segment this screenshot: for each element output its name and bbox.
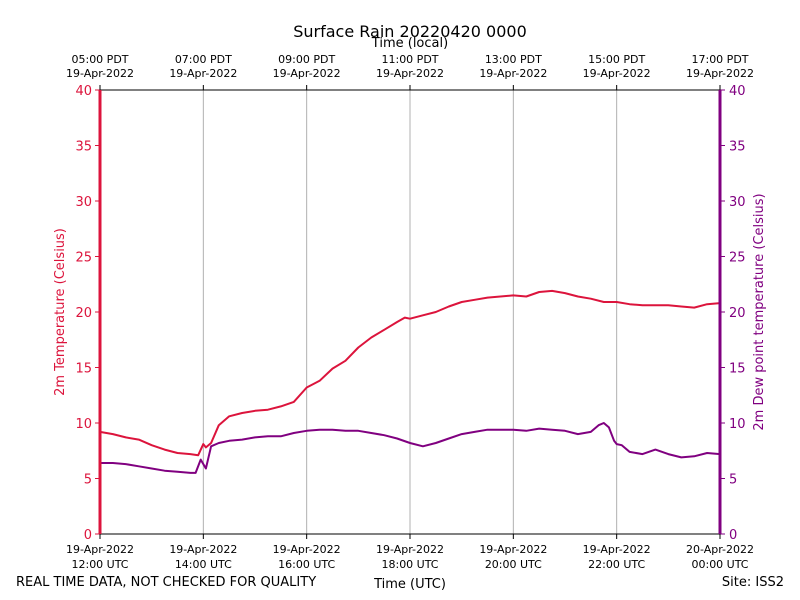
top-tick-label-date: 19-Apr-2022 — [169, 67, 237, 80]
top-tick-label-time: 11:00 PDT — [381, 53, 438, 66]
y-tick-label-right: 30 — [729, 195, 746, 210]
y-tick-label-right: 15 — [729, 362, 746, 377]
top-tick-label-time: 09:00 PDT — [278, 53, 335, 66]
x-tick-label-time: 18:00 UTC — [381, 558, 438, 571]
bottom-x-ticks: 19-Apr-2022 12:00 UTC 19-Apr-2022 14:00 UTC… — [66, 534, 754, 571]
y-axis-label-right: 2m Dew point temperature (Celsius) — [752, 193, 767, 430]
top-tick-label-date: 19-Apr-2022 — [66, 67, 134, 80]
x-tick-label-time: 12:00 UTC — [71, 558, 128, 571]
y-tick-label-right: 0 — [729, 528, 737, 543]
top-tick-label-time: 15:00 PDT — [588, 53, 645, 66]
y-tick-label-left: 35 — [75, 140, 92, 155]
y-tick-label-left: 30 — [75, 195, 92, 210]
x-tick-label-time: 20:00 UTC — [485, 558, 542, 571]
site-label: Site: ISS2 — [721, 575, 784, 590]
top-axis-label: Time (local) — [371, 36, 448, 51]
x-tick-label-time: 16:00 UTC — [278, 558, 335, 571]
top-tick-label-date: 19-Apr-2022 — [479, 67, 547, 80]
top-tick-label-date: 19-Apr-2022 — [376, 67, 444, 80]
x-tick-label-time: 14:00 UTC — [175, 558, 232, 571]
y-tick-label-left: 25 — [75, 251, 92, 266]
x-tick-label-time: 22:00 UTC — [588, 558, 645, 571]
top-tick-label-time: 07:00 PDT — [175, 53, 232, 66]
y-tick-label-left: 20 — [75, 306, 92, 321]
x-tick-label-date: 19-Apr-2022 — [273, 543, 341, 556]
series-line-temperature — [99, 289, 721, 457]
series-line-dewpoint — [100, 422, 721, 474]
x-tick-label-date: 19-Apr-2022 — [583, 543, 651, 556]
top-tick-label-date: 19-Apr-2022 — [686, 67, 754, 80]
top-tick-label-date: 19-Apr-2022 — [273, 67, 341, 80]
x-tick-label-time: 00:00 UTC — [691, 558, 748, 571]
x-axis-label: Time (UTC) — [373, 577, 446, 592]
data-lines — [99, 289, 721, 474]
top-tick-label-time: 13:00 PDT — [485, 53, 542, 66]
top-tick-label-date: 19-Apr-2022 — [583, 67, 651, 80]
x-tick-label-date: 19-Apr-2022 — [376, 543, 444, 556]
x-tick-label-date: 19-Apr-2022 — [479, 543, 547, 556]
left-y-ticks: 0 5 10 15 20 25 30 35 40 — [75, 84, 100, 543]
top-tick-label-time: 17:00 PDT — [691, 53, 748, 66]
y-axis-label-left: 2m Temperature (Celsius) — [53, 228, 68, 396]
quality-note: REAL TIME DATA, NOT CHECKED FOR QUALITY — [16, 575, 317, 590]
x-tick-label-date: 19-Apr-2022 — [66, 543, 134, 556]
grid — [202, 90, 618, 534]
y-tick-label-left: 15 — [75, 362, 92, 377]
y-tick-label-right: 5 — [729, 473, 737, 488]
y-tick-label-left: 10 — [75, 417, 92, 432]
y-tick-label-right: 20 — [729, 306, 746, 321]
right-y-ticks: 0 5 10 15 20 25 30 35 40 — [720, 84, 746, 543]
top-tick-label-time: 05:00 PDT — [71, 53, 128, 66]
x-tick-label-date: 19-Apr-2022 — [169, 543, 237, 556]
x-tick-label-date: 20-Apr-2022 — [686, 543, 754, 556]
y-tick-label-left: 40 — [75, 84, 92, 99]
chart-title: Surface Rain 20220420 0000 — [293, 22, 527, 41]
y-tick-label-right: 40 — [729, 84, 746, 99]
y-tick-label-right: 35 — [729, 140, 746, 155]
y-tick-label-right: 10 — [729, 417, 746, 432]
y-tick-label-right: 25 — [729, 251, 746, 266]
y-tick-label-left: 0 — [84, 528, 92, 543]
y-tick-label-left: 5 — [84, 473, 92, 488]
